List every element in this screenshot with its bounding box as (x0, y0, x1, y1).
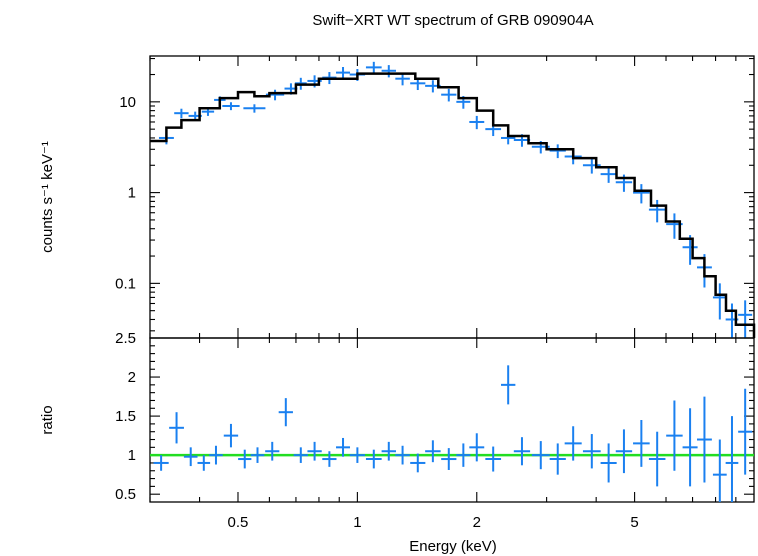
y-tick-label-ratio: 2.5 (115, 330, 136, 347)
ratio-point (410, 453, 426, 473)
x-axis-label: Energy (keV) (409, 538, 497, 555)
ratio-point (564, 426, 582, 461)
ratio-point (485, 446, 502, 472)
ratio-point (250, 447, 265, 463)
data-point (336, 67, 351, 80)
ratio-point (469, 433, 485, 462)
data-point (174, 108, 189, 119)
ratio-point (278, 398, 293, 427)
data-point (469, 115, 485, 130)
ratio-point (513, 437, 531, 466)
ratio-point (549, 443, 566, 475)
ratio-point (425, 440, 441, 463)
ratio-point (153, 455, 169, 471)
y-tick-label-spectrum: 0.1 (115, 275, 136, 292)
ratio-point (209, 445, 223, 465)
y-tick-label-spectrum: 1 (128, 185, 136, 202)
ratio-point (648, 431, 666, 487)
y-tick-label-ratio: 1 (128, 447, 136, 464)
ratio-point (725, 416, 739, 502)
ratio-point (456, 443, 471, 467)
x-tick-label: 5 (630, 514, 638, 531)
data-point (633, 184, 650, 204)
data-point (582, 158, 601, 174)
y-tick-label-ratio: 0.5 (115, 486, 136, 503)
x-tick-label: 0.5 (228, 514, 249, 531)
ratio-point (738, 388, 753, 475)
ratio-point (633, 420, 650, 467)
ratio-point (169, 412, 184, 444)
ratio-panel-frame (149, 337, 755, 503)
ratio-point (197, 455, 211, 471)
ratio-point (349, 447, 366, 463)
data-point (381, 65, 396, 78)
y-tick-label-spectrum: 10 (119, 94, 136, 111)
spectrum-panel: 10 1 0.1 (115, 55, 756, 339)
ratio-point (365, 449, 382, 469)
y-tick-label-ratio: 2 (128, 369, 136, 386)
ratio-point (500, 365, 516, 405)
ratio-point (238, 449, 252, 469)
data-point (243, 104, 266, 113)
spectrum-panel-frame (149, 55, 755, 339)
ratio-point (682, 408, 698, 487)
ratio-point (381, 441, 396, 461)
ratio-point (666, 400, 683, 471)
ratio-point (223, 423, 239, 448)
ratio-point (582, 434, 601, 469)
x-tick-label: 2 (473, 514, 481, 531)
ratio-point (712, 439, 727, 502)
data-point (365, 61, 382, 74)
ratio-point (697, 396, 712, 483)
ratio-point (322, 451, 337, 467)
data-point (682, 235, 698, 265)
data-point (549, 144, 566, 159)
ratio-point (336, 437, 351, 457)
data-point (395, 72, 410, 86)
ratio-point (441, 448, 457, 470)
ratio-point (293, 447, 308, 463)
y-tick-label-ratio: 1.5 (115, 408, 136, 425)
x-tick-label: 1 (353, 514, 361, 531)
ratio-point (307, 441, 322, 461)
ratio-point (183, 447, 198, 467)
ratio-point (395, 445, 410, 465)
ratio-point (531, 441, 550, 470)
model-curve (150, 72, 756, 338)
data-point (222, 102, 240, 111)
ratio-point (615, 429, 633, 474)
data-point (712, 283, 727, 320)
ratio-point (265, 441, 280, 461)
data-point (441, 88, 457, 102)
ratio-panel: 0.5 1 2 5 0.5 1 1.5 2 2.5 (115, 330, 755, 531)
data-point (600, 166, 617, 183)
y-axis-label-spectrum: counts s⁻¹ keV⁻¹ (39, 141, 56, 253)
data-point (648, 199, 666, 223)
chart-title: Swift−XRT WT spectrum of GRB 090904A (312, 12, 593, 29)
y-axis-label-ratio: ratio (39, 405, 56, 434)
data-point (738, 300, 753, 338)
ratio-point (600, 443, 617, 483)
